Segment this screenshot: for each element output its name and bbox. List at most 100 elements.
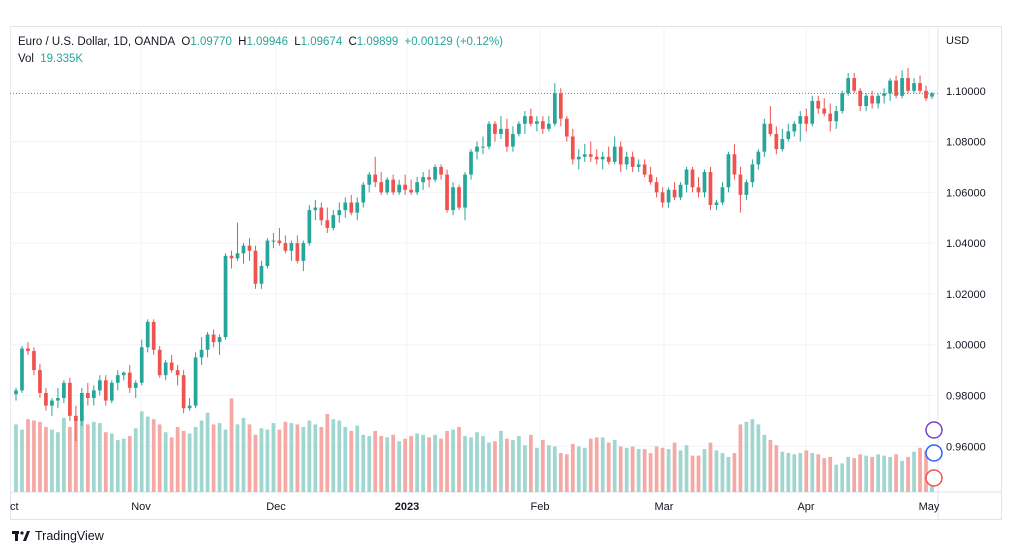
candle-body[interactable]: [349, 202, 354, 213]
candle-body[interactable]: [822, 108, 827, 114]
candle-body[interactable]: [79, 392, 84, 421]
candle-body[interactable]: [780, 139, 785, 150]
candle-body[interactable]: [271, 240, 276, 242]
candle-body[interactable]: [355, 202, 360, 213]
candle-body[interactable]: [756, 151, 761, 165]
candle-body[interactable]: [475, 146, 479, 152]
candle-body[interactable]: [97, 380, 102, 391]
candle-body[interactable]: [62, 382, 66, 399]
candle-body[interactable]: [852, 78, 857, 91]
candle-body[interactable]: [660, 192, 665, 203]
candle-body[interactable]: [20, 348, 24, 391]
candle-body[interactable]: [397, 184, 402, 193]
candle-body[interactable]: [912, 83, 916, 91]
candle-body[interactable]: [175, 370, 180, 376]
candle-body[interactable]: [469, 151, 473, 175]
candle-body[interactable]: [44, 392, 48, 406]
candle-body[interactable]: [918, 83, 922, 91]
candle-body[interactable]: [319, 207, 324, 221]
candle-body[interactable]: [211, 334, 216, 343]
candle-body[interactable]: [139, 347, 144, 383]
candle-body[interactable]: [445, 174, 449, 211]
candle-body[interactable]: [379, 182, 384, 193]
candle-body[interactable]: [337, 210, 342, 216]
candle-body[interactable]: [193, 357, 198, 406]
candle-body[interactable]: [642, 164, 647, 175]
candle-body[interactable]: [229, 255, 234, 259]
candle-body[interactable]: [367, 174, 372, 185]
candle-body[interactable]: [493, 123, 497, 134]
candle-body[interactable]: [678, 184, 683, 198]
candle-body[interactable]: [600, 156, 605, 160]
candle-body[interactable]: [612, 146, 617, 162]
candle-body[interactable]: [241, 245, 246, 254]
candle-body[interactable]: [235, 253, 240, 259]
candle-body[interactable]: [930, 93, 934, 97]
candle-body[interactable]: [32, 351, 36, 371]
candle-body[interactable]: [768, 123, 773, 134]
candle-body[interactable]: [487, 123, 491, 147]
candle-body[interactable]: [750, 164, 755, 183]
candle-body[interactable]: [523, 116, 527, 124]
candle-body[interactable]: [457, 187, 461, 208]
candle-body[interactable]: [409, 189, 413, 193]
candle-body[interactable]: [181, 375, 186, 409]
candle-body[interactable]: [505, 128, 509, 147]
candle-body[interactable]: [373, 174, 378, 183]
candle-body[interactable]: [876, 95, 880, 104]
candle-body[interactable]: [744, 182, 749, 195]
candle-body[interactable]: [151, 321, 156, 350]
candle-body[interactable]: [654, 182, 659, 193]
candle-body[interactable]: [570, 136, 575, 160]
candle-body[interactable]: [546, 123, 551, 129]
candle-body[interactable]: [582, 154, 587, 157]
candle-body[interactable]: [403, 184, 408, 190]
candle-body[interactable]: [708, 172, 713, 206]
candle-body[interactable]: [762, 123, 767, 152]
candle-body[interactable]: [558, 93, 563, 119]
candle-body[interactable]: [433, 166, 437, 180]
candle-body[interactable]: [127, 372, 132, 388]
candle-body[interactable]: [427, 177, 431, 180]
candle-body[interactable]: [690, 169, 695, 188]
candle-body[interactable]: [529, 116, 533, 124]
candle-body[interactable]: [247, 245, 252, 251]
candle-body[interactable]: [385, 179, 390, 193]
volume-key[interactable]: Vol: [18, 53, 34, 65]
candle-body[interactable]: [630, 156, 635, 167]
candle-body[interactable]: [702, 172, 707, 193]
candle-body[interactable]: [313, 207, 318, 211]
candle-body[interactable]: [834, 111, 839, 122]
candle-body[interactable]: [618, 146, 623, 165]
event-marker-dividend-icon[interactable]: [925, 421, 943, 439]
candle-body[interactable]: [169, 362, 174, 371]
candle-body[interactable]: [816, 100, 821, 109]
candle-body[interactable]: [301, 243, 306, 261]
candle-body[interactable]: [606, 156, 611, 162]
candle-body[interactable]: [576, 156, 581, 160]
candle-body[interactable]: [50, 400, 54, 406]
candle-body[interactable]: [163, 362, 168, 376]
candle-body[interactable]: [68, 382, 72, 416]
candle-body[interactable]: [672, 189, 677, 198]
candle-body[interactable]: [463, 174, 467, 208]
candle-body[interactable]: [840, 93, 845, 112]
candle-body[interactable]: [14, 390, 18, 395]
candle-body[interactable]: [858, 90, 863, 106]
candle-body[interactable]: [481, 146, 485, 148]
candle-body[interactable]: [594, 156, 599, 160]
candle-body[interactable]: [552, 93, 557, 124]
candle-body[interactable]: [636, 164, 641, 167]
candle-body[interactable]: [157, 349, 162, 376]
candle-body[interactable]: [223, 255, 228, 338]
candle-body[interactable]: [738, 174, 743, 195]
candle-body[interactable]: [265, 240, 270, 266]
candle-body[interactable]: [361, 184, 366, 203]
candle-body[interactable]: [343, 202, 348, 211]
candle-body[interactable]: [732, 154, 737, 175]
candle-body[interactable]: [145, 321, 150, 348]
candle-body[interactable]: [283, 243, 288, 251]
candle-body[interactable]: [415, 182, 419, 193]
candle-body[interactable]: [85, 392, 90, 399]
candle-body[interactable]: [666, 189, 671, 203]
